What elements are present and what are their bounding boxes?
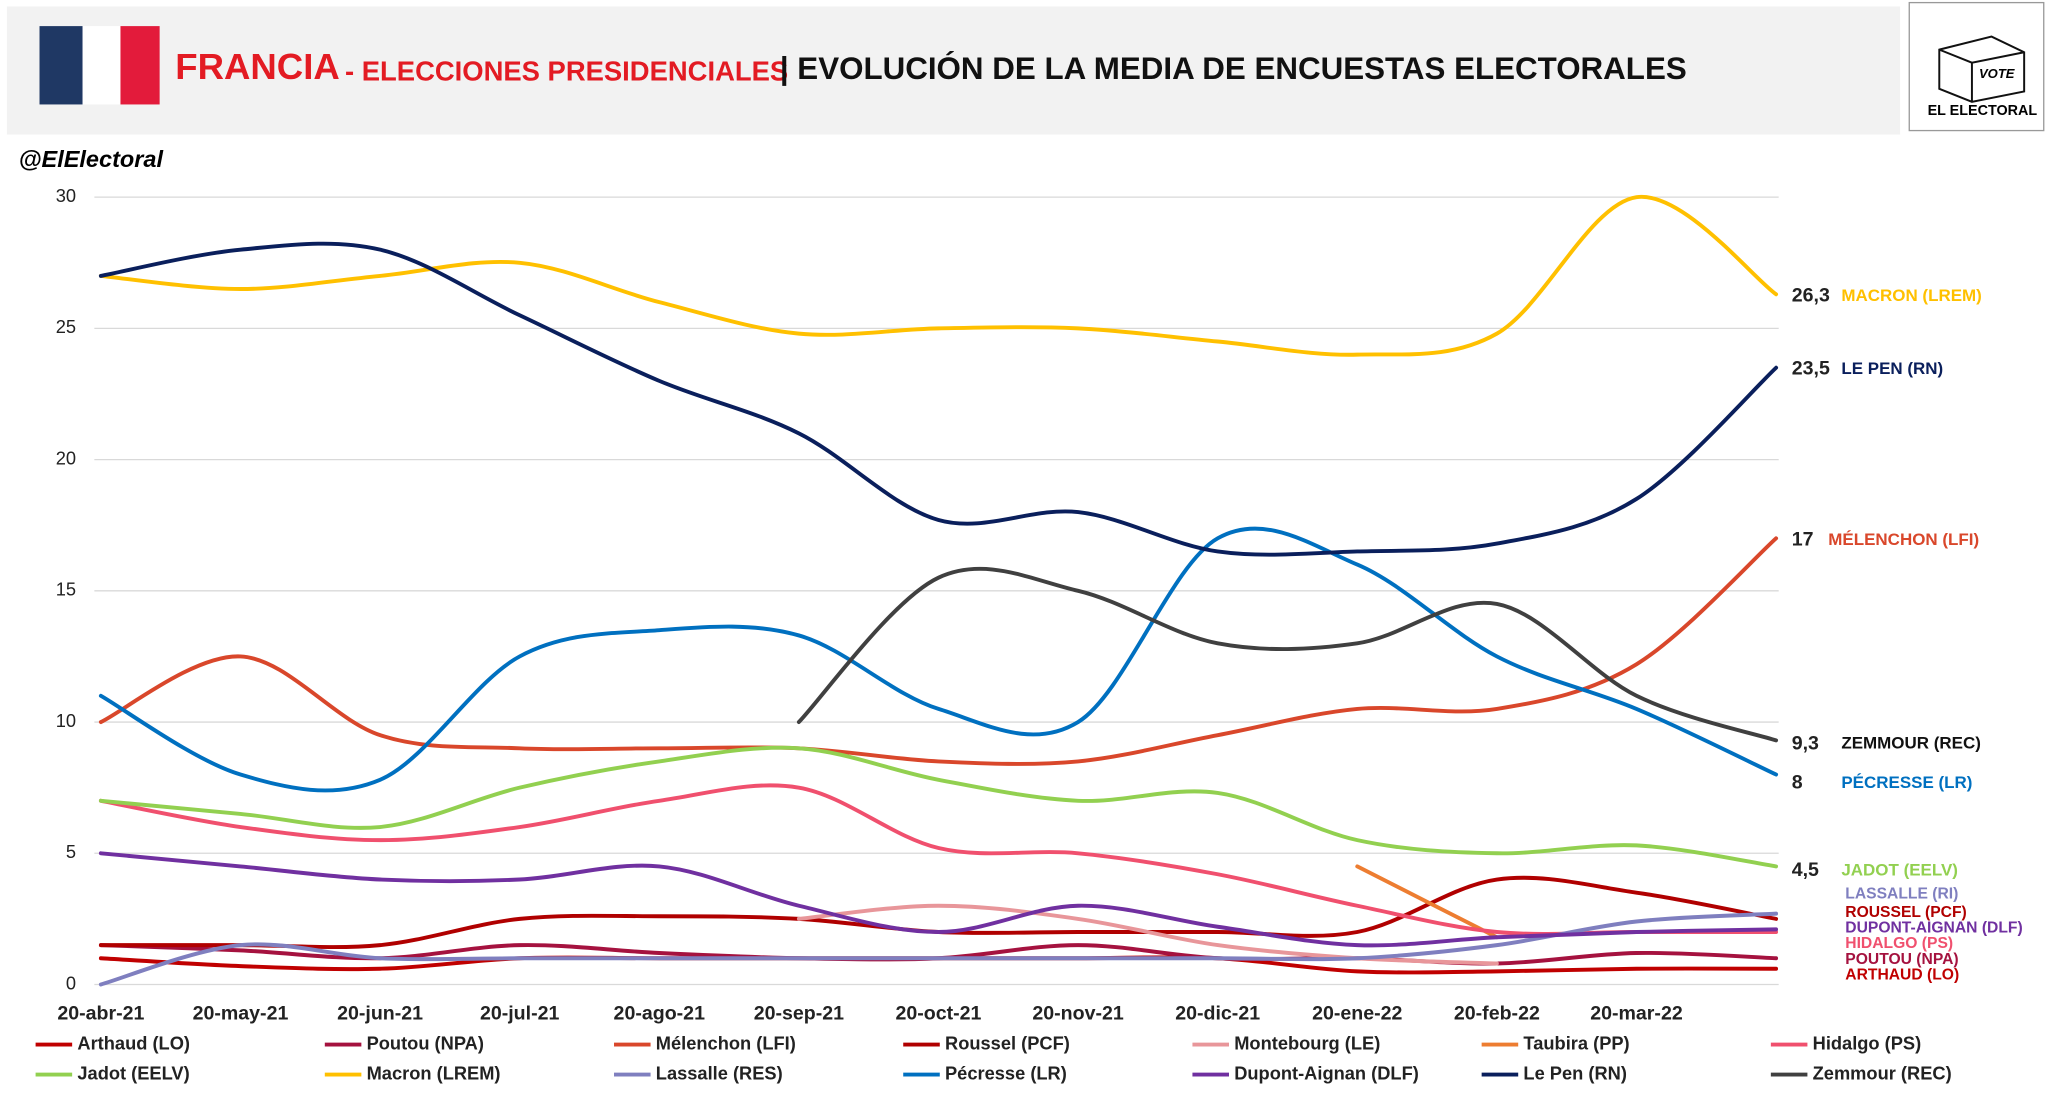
- x-tick-label: 20-nov-21: [1032, 1003, 1124, 1025]
- legend-label: Mélenchon (LFI): [656, 1032, 796, 1053]
- legend-label: Pécresse (LR): [945, 1062, 1067, 1083]
- source: @ElElectoral: [19, 146, 164, 172]
- flag-white: [82, 26, 121, 105]
- legend-label: Roussel (PCF): [945, 1032, 1070, 1053]
- x-tick-label: 20-feb-22: [1454, 1003, 1540, 1025]
- x-tick-label: 20-jun-21: [337, 1003, 423, 1025]
- x-tick-label: 20-oct-21: [895, 1003, 981, 1025]
- end-label: POUTOU (NPA): [1845, 951, 1958, 968]
- series-line: [98, 783, 1779, 936]
- header-bg: [6, 6, 1901, 135]
- value-label: 9,3: [1792, 732, 1819, 754]
- series-line: [98, 526, 1779, 793]
- legend-label: Hidalgo (PS): [1813, 1032, 1922, 1053]
- end-label: ARTHAUD (LO): [1845, 966, 1959, 983]
- x-tick-label: 20-ene-22: [1312, 1003, 1402, 1025]
- series-line: [98, 911, 1779, 987]
- logo-box-icon: [1938, 35, 2026, 103]
- y-tick-label: 25: [56, 316, 76, 337]
- legend-label: Jadot (EELV): [77, 1062, 189, 1083]
- heading: | EVOLUCIÓN DE LA MEDIA DE ENCUESTAS ELE…: [780, 50, 1687, 86]
- x-tick-label: 20-ago-21: [614, 1003, 706, 1025]
- legend-label: Zemmour (REC): [1813, 1062, 1952, 1083]
- legend-label: Taubira (PP): [1523, 1032, 1629, 1053]
- series-line: [98, 195, 1779, 357]
- end-label: JADOT (EELV): [1841, 860, 1958, 879]
- logo-box: [1908, 1, 2045, 132]
- x-tick-label: 20-mar-22: [1590, 1003, 1683, 1025]
- y-tick-label: 0: [66, 972, 76, 993]
- value-label: 26,3: [1792, 285, 1830, 307]
- series-line: [98, 536, 1779, 766]
- logo-vote: VOTE: [1979, 66, 2016, 81]
- end-label: LASSALLE (RI): [1845, 886, 1958, 903]
- logo-name: EL ELECTORAL: [1928, 103, 2038, 119]
- series-line: [98, 745, 1779, 869]
- end-label: PÉCRESSE (LR): [1841, 773, 1972, 792]
- x-tick-label: 20-abr-21: [57, 1003, 144, 1025]
- title: FRANCIA: [175, 46, 339, 87]
- subtitle: - ELECCIONES PRESIDENCIALES: [345, 55, 788, 86]
- flag-red: [120, 26, 160, 105]
- x-tick-label: 20-may-21: [193, 1003, 289, 1025]
- legend-label: Lassalle (RES): [656, 1062, 783, 1083]
- series-line: [98, 851, 1779, 948]
- end-label: ZEMMOUR (REC): [1841, 734, 1981, 753]
- end-label: MÉLENCHON (LFI): [1828, 530, 1979, 549]
- value-label: 4,5: [1792, 859, 1819, 881]
- series-line: [98, 241, 1779, 557]
- end-label: HIDALGO (PS): [1845, 935, 1953, 952]
- legend-label: Le Pen (RN): [1523, 1062, 1627, 1083]
- y-tick-label: 5: [66, 841, 76, 862]
- value-label: 23,5: [1792, 358, 1830, 380]
- x-tick-label: 20-sep-21: [754, 1003, 844, 1025]
- y-tick-label: 10: [56, 710, 76, 731]
- end-label: ROUSSEL (PCF): [1845, 904, 1967, 921]
- y-tick-label: 15: [56, 579, 76, 600]
- x-tick-label: 20-jul-21: [480, 1003, 560, 1025]
- legend-label: Arthaud (LO): [77, 1032, 190, 1053]
- legend-label: Poutou (NPA): [367, 1032, 484, 1053]
- legend-label: Dupont-Aignan (DLF): [1234, 1062, 1419, 1083]
- y-tick-label: 30: [56, 185, 76, 206]
- legend-label: Montebourg (LE): [1234, 1032, 1380, 1053]
- end-label: LE PEN (RN): [1841, 359, 1943, 378]
- value-label: 17: [1792, 529, 1814, 551]
- flag-blue: [39, 26, 83, 105]
- x-tick-label: 20-dic-21: [1175, 1003, 1260, 1025]
- end-label: DUPONT-AIGNAN (DLF): [1845, 919, 2022, 936]
- series-line: [796, 566, 1779, 743]
- value-label: 8: [1792, 772, 1803, 794]
- legend-label: Macron (LREM): [367, 1062, 501, 1083]
- y-tick-label: 20: [56, 447, 76, 468]
- end-label: MACRON (LREM): [1841, 286, 1981, 305]
